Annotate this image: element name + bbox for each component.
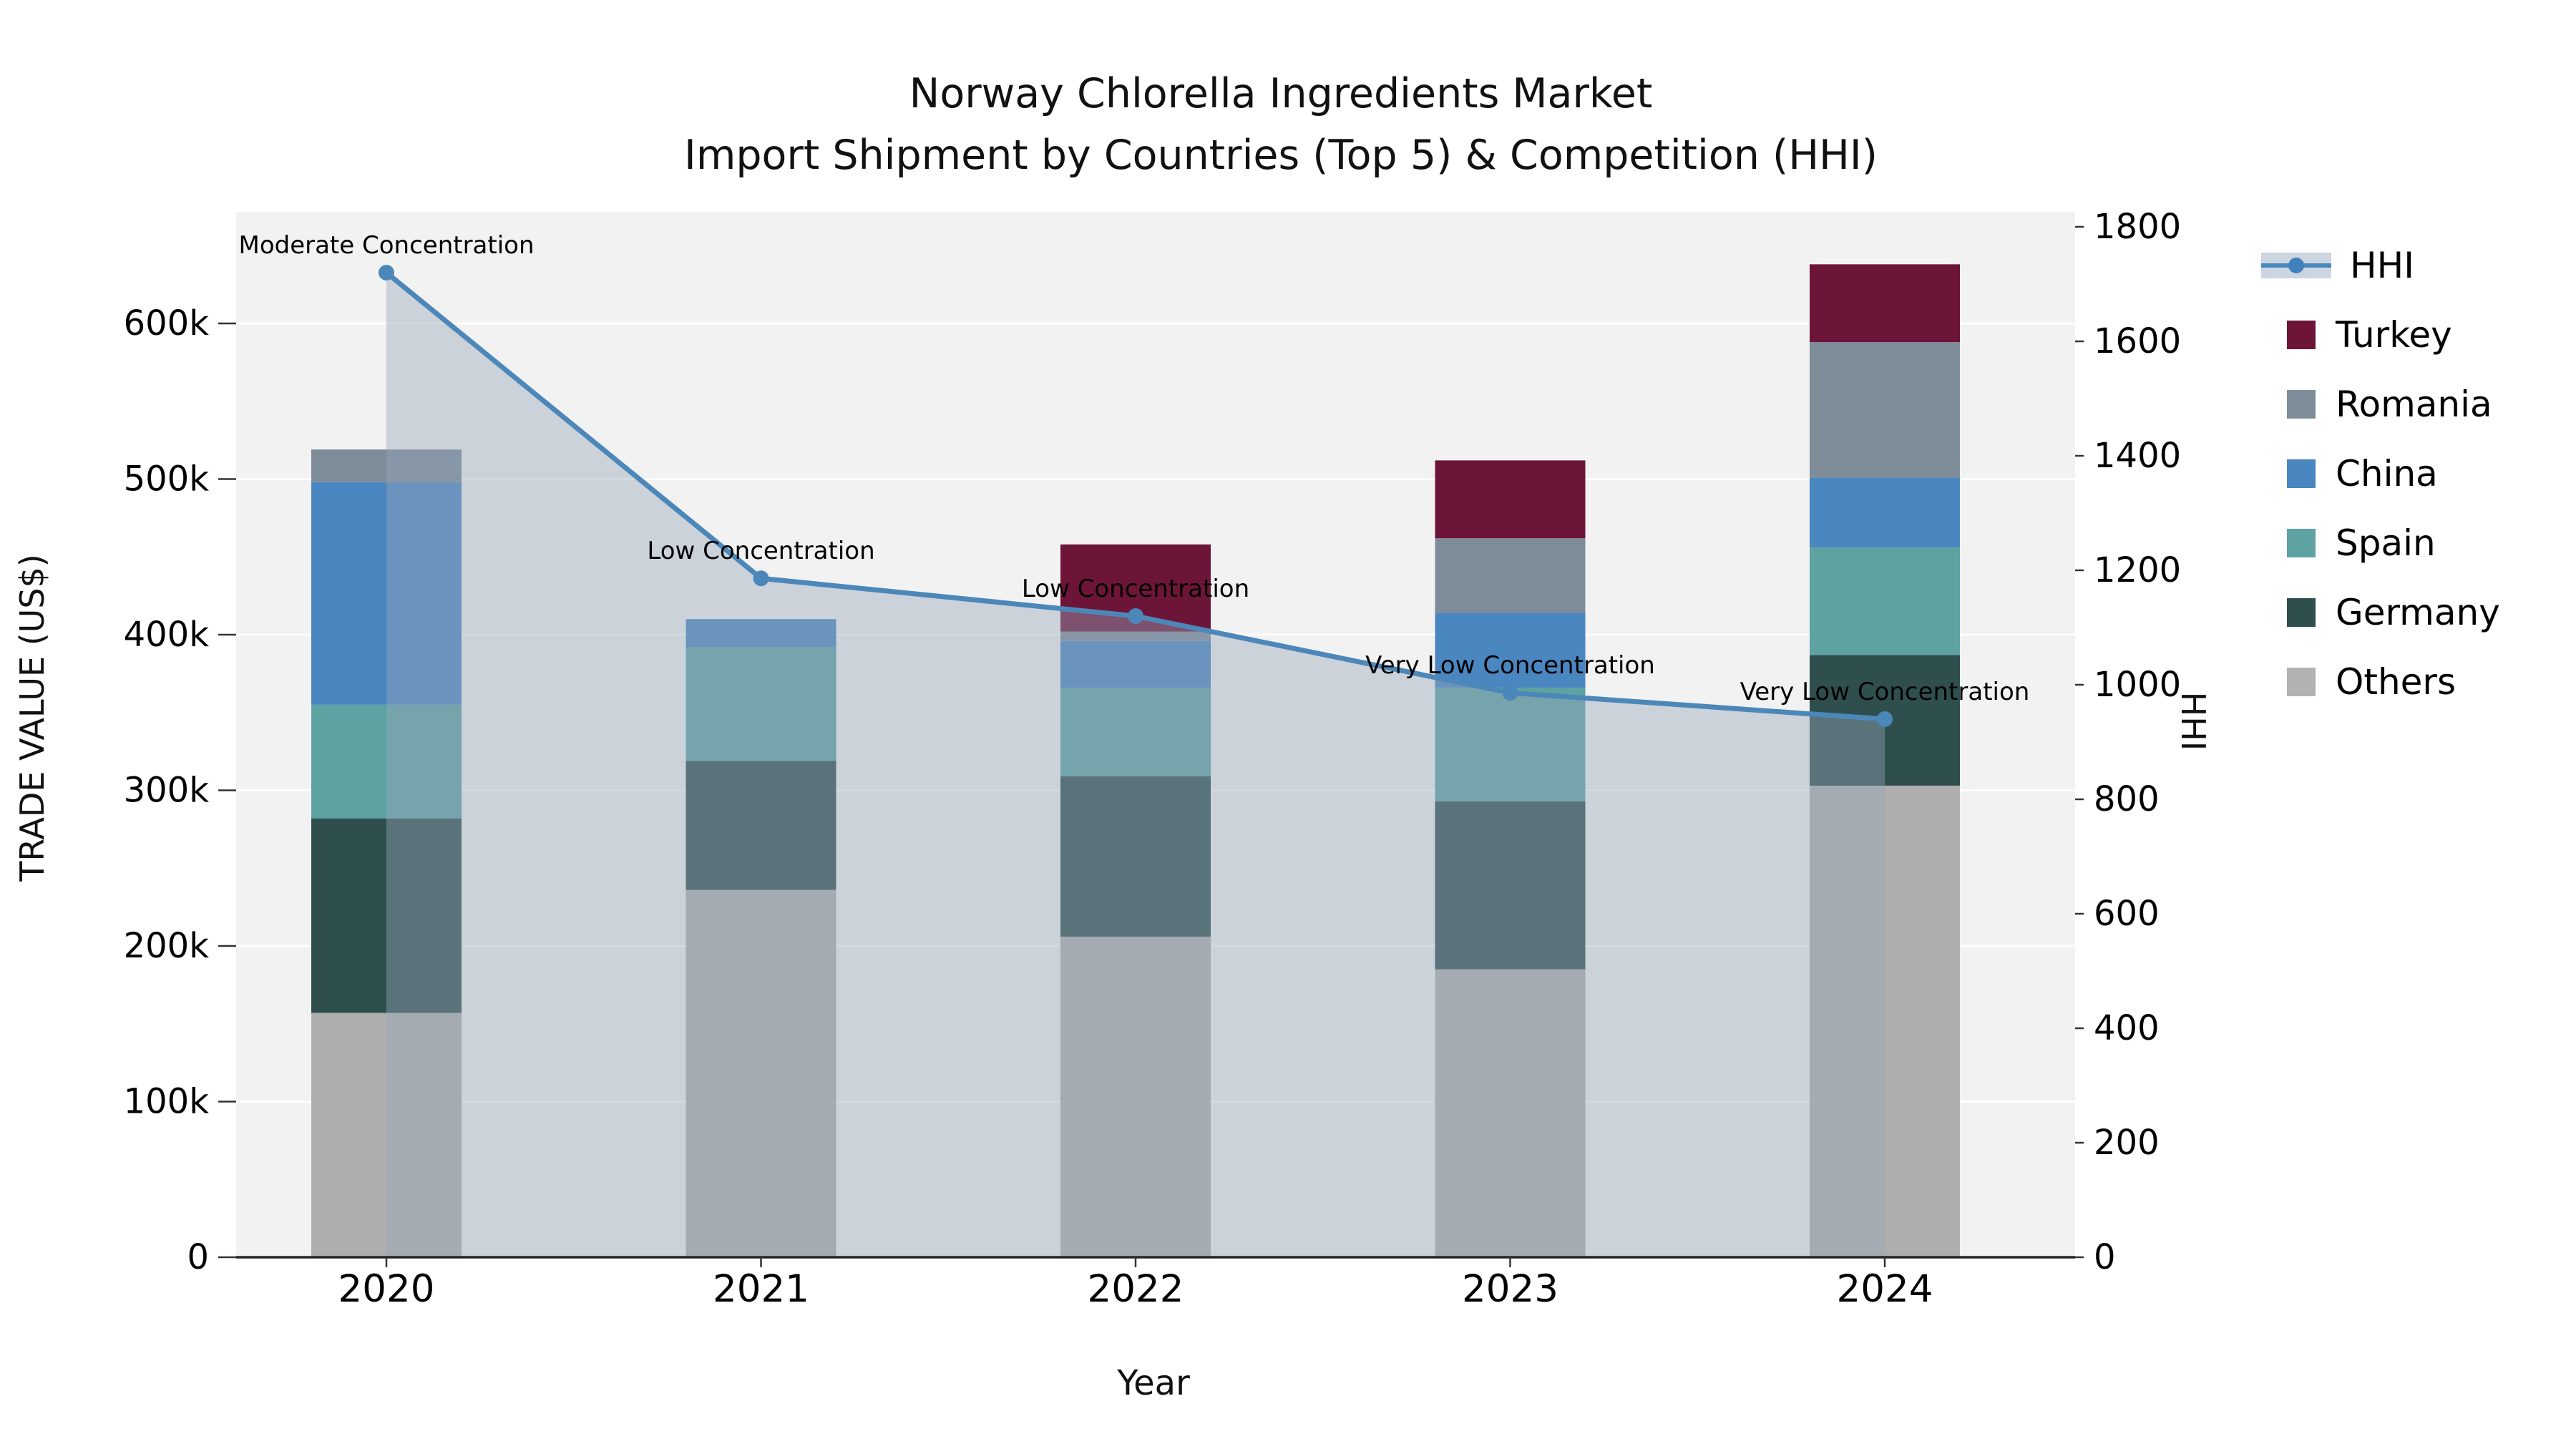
right-tick-label: 1400 (2094, 436, 2181, 476)
left-tick-label: 400k (124, 615, 210, 655)
bar-segment-china-2022 (1060, 640, 1211, 688)
bar-segment-germany-2022 (1060, 776, 1211, 937)
y-axis-label-right: HHI (2174, 691, 2212, 751)
legend-swatch-germany (2287, 598, 2316, 627)
legend-item-romania: Romania (2261, 383, 2492, 426)
right-tick-label: 800 (2094, 779, 2160, 819)
bar-segment-romania-2023 (1435, 538, 1586, 613)
legend-label-hhi: HHI (2350, 245, 2414, 286)
legend-hhi-line-icon (2261, 253, 2331, 278)
bar-segment-china-2021 (686, 619, 836, 648)
right-tick-label: 1000 (2094, 665, 2181, 705)
bar-segment-others-2022 (1060, 936, 1211, 1257)
chart-title: Norway Chlorella Ingredients Market Impo… (684, 63, 1878, 186)
legend-item-hhi: HHI (2261, 244, 2414, 287)
legend-item-spain: Spain (2261, 522, 2436, 565)
x-tick-label-2022: 2022 (1088, 1267, 1184, 1311)
bar-segment-china-2024 (1810, 477, 1960, 548)
left-tick-label: 300k (124, 771, 210, 811)
bar-segment-spain-2023 (1435, 687, 1586, 801)
bar-segment-romania-2022 (1060, 631, 1211, 641)
hhi-marker-2021 (753, 570, 769, 587)
bar-segment-romania-2020 (311, 449, 462, 482)
legend-item-germany: Germany (2261, 591, 2500, 634)
hhi-area-fill (386, 273, 1885, 1257)
bar-segment-others-2023 (1435, 969, 1586, 1257)
annotation-2023: Very Low Concentration (1365, 651, 1655, 680)
right-tick-label: 1800 (2094, 207, 2181, 247)
legend-swatch-china (2287, 459, 2316, 488)
bar-segment-germany-2023 (1435, 801, 1586, 970)
bar-segment-china-2023 (1435, 613, 1586, 688)
right-tick-label: 600 (2094, 894, 2160, 934)
annotation-2020: Moderate Concentration (238, 231, 534, 260)
bar-segment-spain-2024 (1810, 547, 1960, 655)
x-tick-label-2021: 2021 (713, 1267, 809, 1311)
right-tick-label: 400 (2094, 1008, 2160, 1048)
legend-swatch-romania (2287, 390, 2316, 419)
left-tick-label: 200k (124, 926, 210, 966)
x-axis-label: Year (1117, 1363, 1190, 1403)
left-tick-label: 500k (124, 459, 210, 499)
chart-title-line2: Import Shipment by Countries (Top 5) & C… (684, 132, 1878, 179)
bar-segment-turkey-2024 (1810, 264, 1960, 343)
legend-item-china: China (2261, 452, 2438, 495)
right-tick-label: 1600 (2094, 321, 2181, 361)
bar-segment-spain-2022 (1060, 687, 1211, 776)
left-tick-label: 0 (187, 1237, 209, 1277)
annotation-2021: Low Concentration (647, 537, 874, 565)
left-tick-label: 600k (124, 303, 210, 343)
legend-swatch-others (2287, 668, 2316, 696)
legend-label-spain: Spain (2336, 522, 2436, 564)
annotation-2022: Low Concentration (1022, 575, 1249, 603)
right-tick-label: 200 (2094, 1123, 2160, 1163)
hhi-marker-2020 (379, 265, 394, 280)
right-tick-label: 1200 (2094, 550, 2181, 590)
bar-segment-germany-2021 (686, 761, 836, 890)
bar-segment-china-2020 (311, 482, 462, 705)
bar-segment-turkey-2023 (1435, 460, 1586, 539)
legend-label-others: Others (2336, 661, 2457, 703)
legend-item-turkey: Turkey (2261, 313, 2452, 356)
bar-segment-others-2021 (686, 889, 836, 1257)
bar-segment-germany-2020 (311, 818, 462, 1013)
bar-segment-others-2024 (1810, 785, 1960, 1257)
legend-swatch-turkey (2287, 321, 2316, 349)
bar-segment-spain-2021 (686, 647, 836, 761)
legend-label-germany: Germany (2336, 592, 2500, 633)
bar-segment-others-2020 (311, 1013, 462, 1257)
right-tick-label: 0 (2094, 1237, 2116, 1277)
x-tick-label-2024: 2024 (1837, 1267, 1933, 1311)
bar-segment-spain-2020 (311, 704, 462, 819)
chart-title-line1: Norway Chlorella Ingredients Market (909, 70, 1653, 117)
hhi-marker-2022 (1128, 608, 1143, 624)
legend-label-romania: Romania (2336, 384, 2492, 425)
y-axis-label-left: TRADE VALUE (US$) (13, 554, 52, 882)
left-tick-label: 100k (124, 1082, 210, 1122)
hhi-marker-2023 (1502, 685, 1518, 701)
legend-label-china: China (2336, 453, 2438, 494)
annotation-2024: Very Low Concentration (1740, 678, 2030, 706)
hhi-marker-2024 (1877, 711, 1893, 727)
x-tick-label-2020: 2020 (338, 1267, 435, 1311)
x-tick-label-2023: 2023 (1462, 1267, 1558, 1311)
legend-item-others: Others (2261, 660, 2456, 703)
bar-segment-romania-2024 (1810, 342, 1960, 478)
legend-label-turkey: Turkey (2336, 314, 2452, 356)
legend-swatch-spain (2287, 529, 2316, 557)
